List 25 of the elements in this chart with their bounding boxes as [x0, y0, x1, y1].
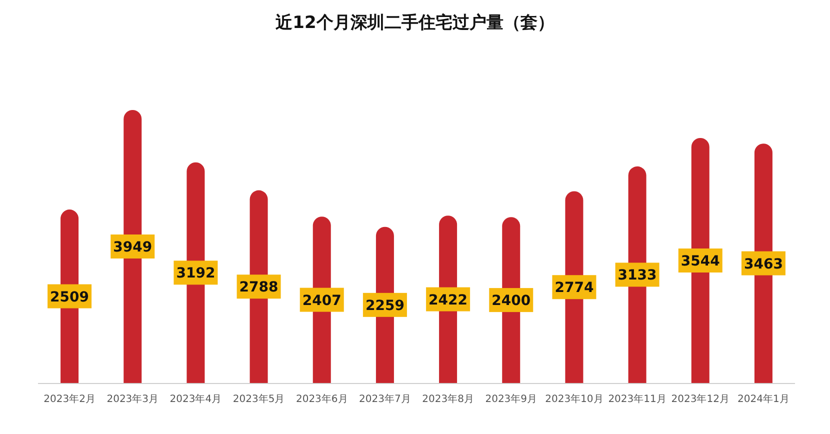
data-label: 2788: [239, 280, 278, 296]
data-label: 2774: [554, 280, 594, 296]
x-tick-label: 2023年2月: [44, 393, 96, 405]
data-label: 2259: [365, 298, 404, 314]
x-tick-label: 2023年10月: [545, 393, 604, 405]
data-label: 3463: [744, 256, 783, 272]
data-label: 3192: [176, 266, 216, 282]
x-tick-label: 2023年7月: [359, 393, 411, 405]
x-tick-label: 2023年11月: [608, 393, 666, 405]
x-tick-label: 2023年9月: [485, 393, 538, 405]
data-label: 3133: [618, 268, 657, 284]
data-label: 3949: [113, 240, 152, 256]
x-tick-label: 2023年6月: [296, 393, 348, 405]
chart-title: 近12个月深圳二手住宅过户量（套）: [274, 13, 554, 33]
x-tick-label: 2023年12月: [671, 393, 730, 405]
x-tick-label: 2023年5月: [232, 393, 285, 405]
x-tick-label: 2023年3月: [106, 393, 159, 405]
data-label: 3544: [680, 254, 720, 270]
data-label: 2400: [492, 293, 531, 310]
data-label: 2407: [302, 292, 342, 309]
data-label: 2422: [428, 292, 468, 308]
x-tick-label: 2023年4月: [170, 393, 222, 405]
x-tick-label: 2024年1月: [738, 393, 790, 405]
data-label: 2509: [50, 289, 90, 306]
x-tick-label: 2023年8月: [422, 393, 474, 405]
